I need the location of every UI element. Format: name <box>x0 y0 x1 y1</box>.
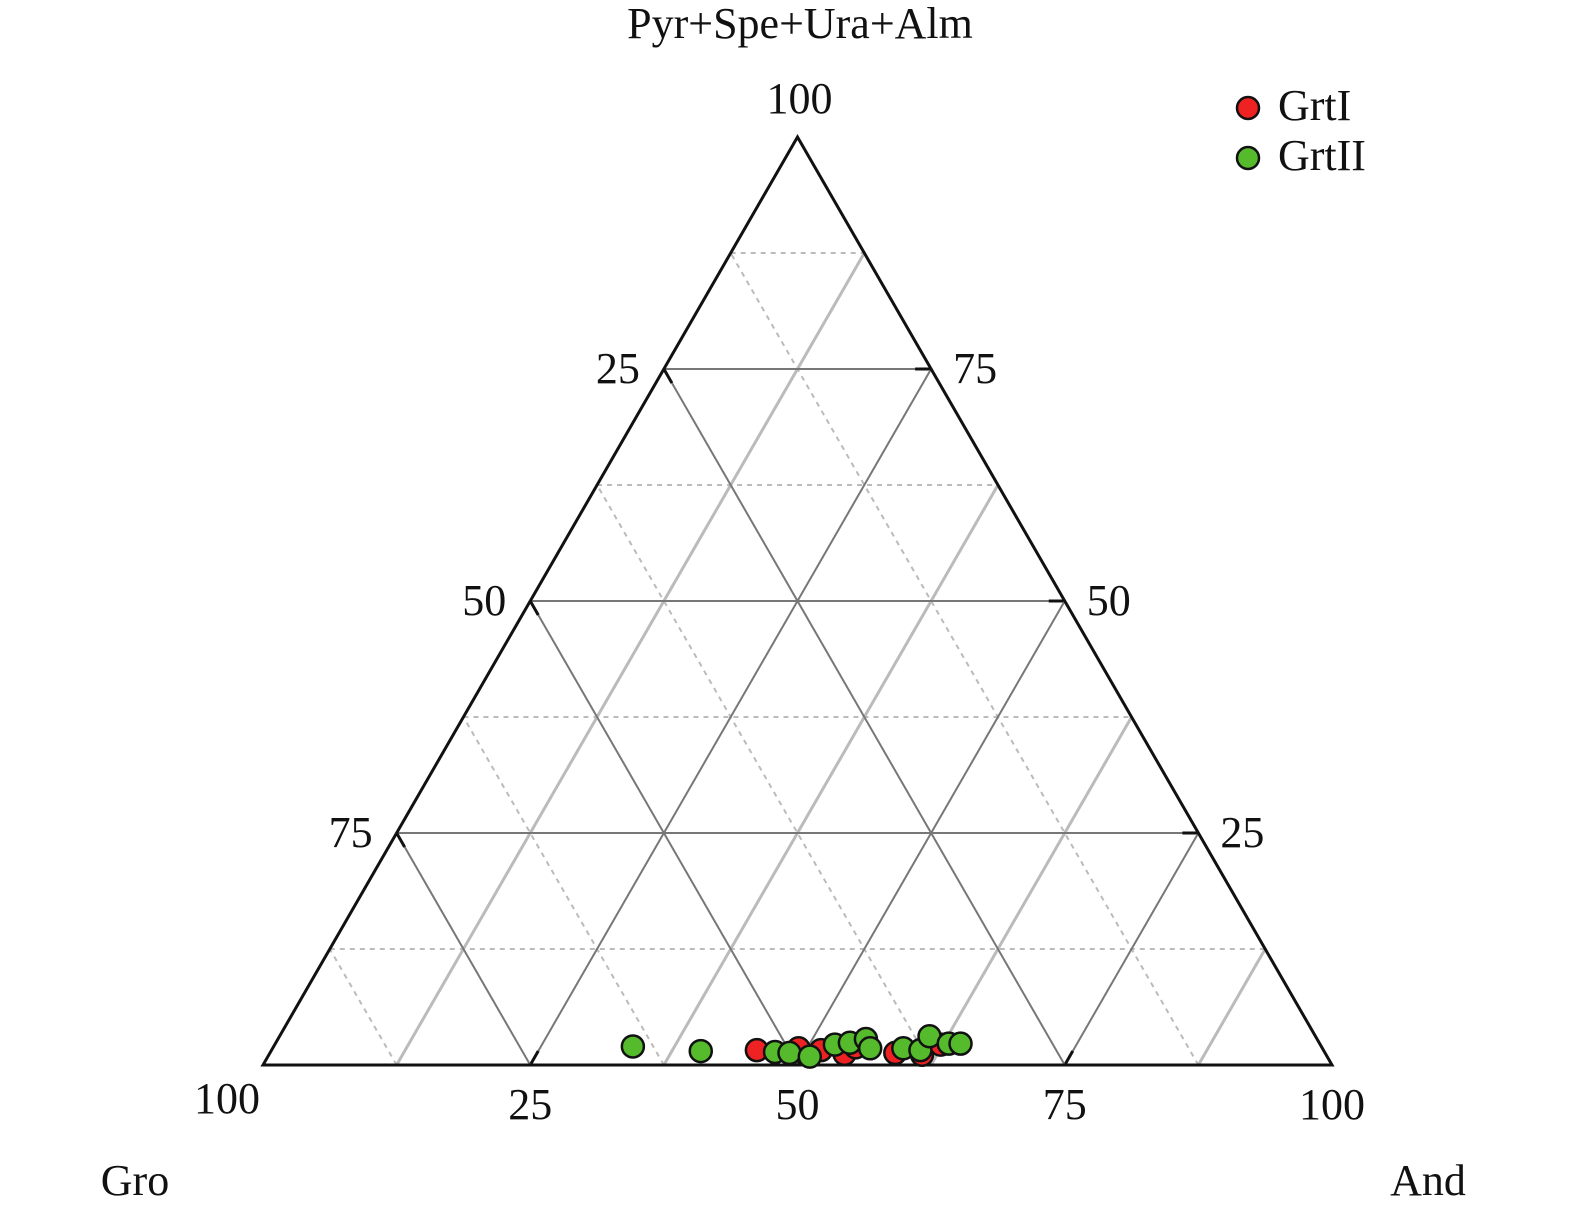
minor-grid-line <box>395 252 866 1066</box>
tick-mark <box>1063 1050 1075 1066</box>
grid-line <box>1063 832 1200 1066</box>
top-axis-title: Pyr+Spe+Ura+Alm <box>627 0 973 48</box>
left-tick-label: 25 <box>596 344 640 393</box>
minor-grid-line <box>462 716 665 1066</box>
minor-grid-line <box>1197 948 1267 1066</box>
grid-line <box>529 368 932 1066</box>
right-axis-title: And <box>1390 1156 1466 1205</box>
top-tick-label: 100 <box>767 74 833 123</box>
minor-grid-line <box>929 716 1133 1066</box>
data-point <box>777 1040 802 1066</box>
left-tick-label: 75 <box>329 808 373 857</box>
grid-line <box>663 368 1066 1066</box>
grid-line <box>395 832 532 1066</box>
data-point <box>797 1044 823 1069</box>
right-tick-label: 50 <box>776 1080 820 1129</box>
top-tick-label: 25 <box>1220 808 1264 857</box>
data-point <box>857 1036 883 1061</box>
tick-mark <box>395 832 406 848</box>
data-point <box>688 1038 714 1064</box>
legend-marker <box>1235 145 1261 171</box>
grid-line <box>529 600 799 1066</box>
legend-label: GrtII <box>1278 131 1366 180</box>
minor-grid-line <box>662 484 1000 1066</box>
left-axis-title: Gro <box>101 1156 169 1205</box>
left-tick-label: 50 <box>462 576 506 625</box>
legend-label: GrtI <box>1278 81 1351 130</box>
top-tick-label: 50 <box>1087 576 1131 625</box>
right-tick-label: 100 <box>1299 1080 1365 1129</box>
minor-grid-line <box>328 948 398 1066</box>
minor-grid-line <box>729 252 1200 1066</box>
tick-mark <box>662 368 674 384</box>
right-tick-label: 25 <box>508 1080 552 1129</box>
left-tick-label: 100 <box>194 1074 260 1123</box>
tick-mark <box>528 600 540 616</box>
triangle-frame <box>260 133 1335 1067</box>
minor-grid-line <box>596 484 932 1066</box>
top-tick-label: 75 <box>953 344 997 393</box>
legend-marker <box>1235 95 1261 121</box>
data-point <box>620 1034 646 1059</box>
tick-mark <box>528 1050 540 1066</box>
right-tick-label: 75 <box>1043 1080 1087 1129</box>
data-point <box>948 1031 973 1056</box>
